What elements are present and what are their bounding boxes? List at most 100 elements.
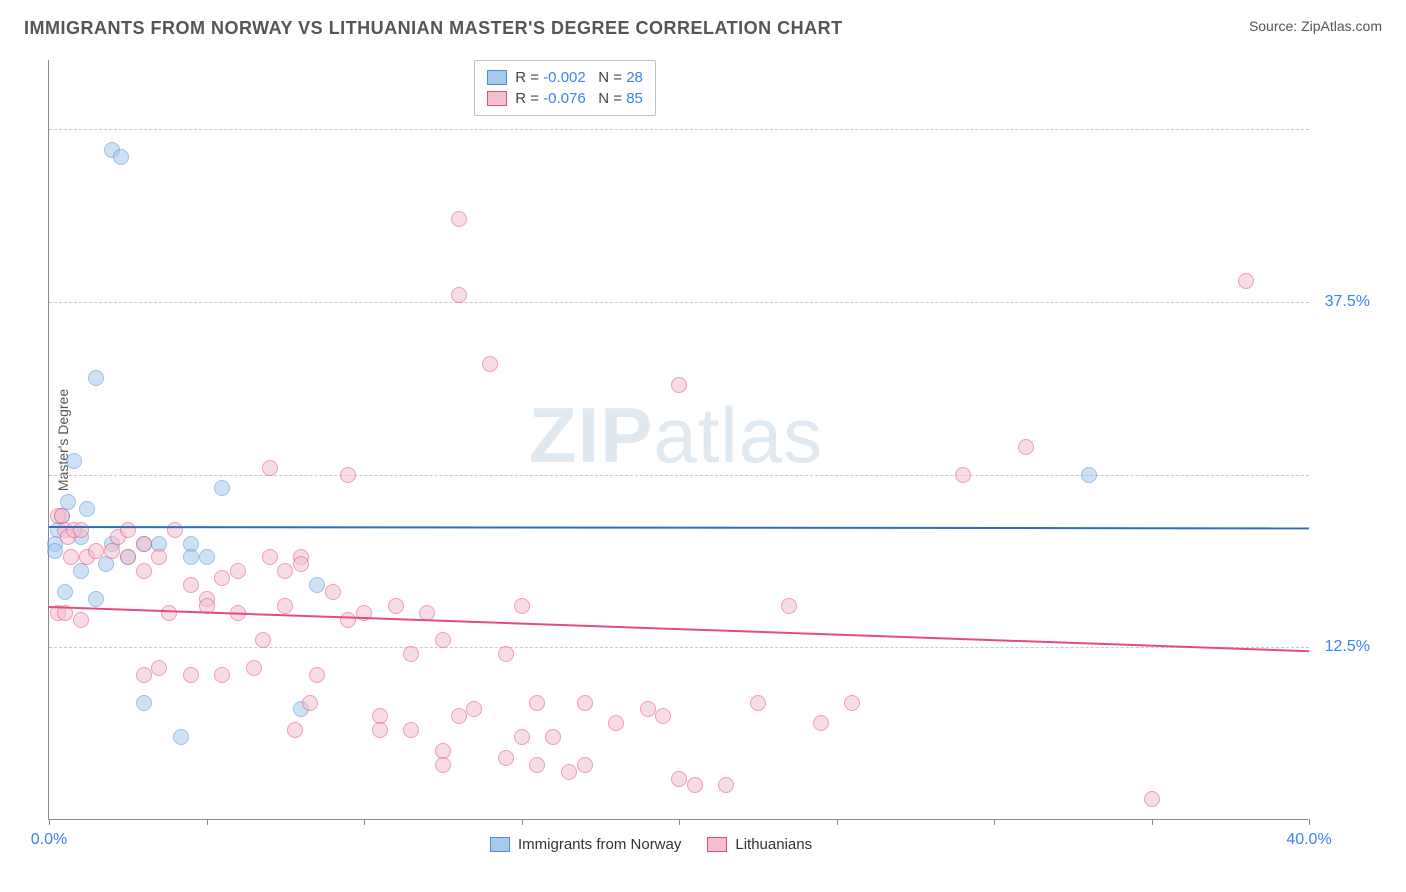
- data-point: [577, 695, 593, 711]
- grid-line: [49, 475, 1309, 476]
- data-point: [545, 729, 561, 745]
- y-tick-label: 12.5%: [1325, 638, 1370, 656]
- data-point: [608, 715, 624, 731]
- data-point: [151, 549, 167, 565]
- legend-series: Immigrants from NorwayLithuanians: [490, 836, 812, 853]
- data-point: [277, 598, 293, 614]
- data-point: [199, 549, 215, 565]
- data-point: [183, 577, 199, 593]
- legend-swatch: [487, 70, 507, 85]
- data-point: [214, 570, 230, 586]
- data-point: [388, 598, 404, 614]
- data-point: [451, 287, 467, 303]
- data-point: [718, 777, 734, 793]
- data-point: [1081, 467, 1097, 483]
- data-point: [577, 757, 593, 773]
- x-tick: [994, 819, 995, 825]
- legend-correlation-box: R = -0.002 N = 28 R = -0.076 N = 85: [474, 60, 656, 116]
- legend-stat: R = -0.002 N = 28: [515, 69, 643, 86]
- data-point: [136, 536, 152, 552]
- data-point: [403, 722, 419, 738]
- chart-container: Master's Degree ZIPatlas 12.5%37.5%0.0%4…: [48, 60, 1348, 820]
- data-point: [325, 584, 341, 600]
- data-point: [66, 453, 82, 469]
- plot-area: ZIPatlas 12.5%37.5%0.0%40.0%R = -0.002 N…: [48, 60, 1308, 820]
- data-point: [482, 356, 498, 372]
- data-point: [309, 667, 325, 683]
- data-point: [287, 722, 303, 738]
- data-point: [255, 632, 271, 648]
- data-point: [340, 612, 356, 628]
- data-point: [262, 460, 278, 476]
- title-bar: IMMIGRANTS FROM NORWAY VS LITHUANIAN MAS…: [0, 0, 1406, 47]
- data-point: [514, 729, 530, 745]
- legend-swatch: [490, 837, 510, 852]
- grid-line: [49, 129, 1309, 130]
- data-point: [498, 646, 514, 662]
- data-point: [466, 701, 482, 717]
- source-label: Source: ZipAtlas.com: [1249, 18, 1382, 34]
- data-point: [214, 667, 230, 683]
- data-point: [1238, 273, 1254, 289]
- data-point: [1144, 791, 1160, 807]
- data-point: [73, 522, 89, 538]
- data-point: [73, 563, 89, 579]
- grid-line: [49, 647, 1309, 648]
- data-point: [561, 764, 577, 780]
- data-point: [161, 605, 177, 621]
- data-point: [79, 501, 95, 517]
- data-point: [640, 701, 656, 717]
- data-point: [1018, 439, 1034, 455]
- trend-line: [49, 526, 1309, 529]
- x-tick: [679, 819, 680, 825]
- data-point: [435, 632, 451, 648]
- grid-line: [49, 302, 1309, 303]
- data-point: [451, 708, 467, 724]
- data-point: [151, 660, 167, 676]
- x-tick: [1309, 819, 1310, 825]
- legend-swatch: [487, 91, 507, 106]
- data-point: [63, 549, 79, 565]
- legend-label: Immigrants from Norway: [518, 836, 681, 853]
- data-point: [309, 577, 325, 593]
- data-point: [88, 370, 104, 386]
- data-point: [214, 480, 230, 496]
- data-point: [813, 715, 829, 731]
- data-point: [302, 695, 318, 711]
- data-point: [47, 543, 63, 559]
- data-point: [88, 591, 104, 607]
- data-point: [529, 757, 545, 773]
- data-point: [262, 549, 278, 565]
- x-tick: [837, 819, 838, 825]
- legend-row: R = -0.002 N = 28: [487, 67, 643, 88]
- legend-stat: R = -0.076 N = 85: [515, 90, 643, 107]
- data-point: [136, 667, 152, 683]
- chart-title: IMMIGRANTS FROM NORWAY VS LITHUANIAN MAS…: [24, 18, 843, 39]
- data-point: [750, 695, 766, 711]
- data-point: [104, 543, 120, 559]
- x-tick: [522, 819, 523, 825]
- data-point: [136, 563, 152, 579]
- x-tick-label: 40.0%: [1286, 831, 1331, 849]
- legend-row: R = -0.076 N = 85: [487, 88, 643, 109]
- data-point: [183, 549, 199, 565]
- data-point: [57, 584, 73, 600]
- data-point: [403, 646, 419, 662]
- data-point: [340, 467, 356, 483]
- x-tick: [364, 819, 365, 825]
- data-point: [655, 708, 671, 724]
- watermark: ZIPatlas: [529, 390, 823, 481]
- trend-line: [49, 606, 1309, 652]
- data-point: [120, 522, 136, 538]
- data-point: [671, 377, 687, 393]
- x-tick: [207, 819, 208, 825]
- data-point: [98, 556, 114, 572]
- data-point: [687, 777, 703, 793]
- data-point: [136, 695, 152, 711]
- data-point: [435, 757, 451, 773]
- data-point: [293, 556, 309, 572]
- data-point: [167, 522, 183, 538]
- data-point: [88, 543, 104, 559]
- data-point: [230, 563, 246, 579]
- x-tick-label: 0.0%: [31, 831, 67, 849]
